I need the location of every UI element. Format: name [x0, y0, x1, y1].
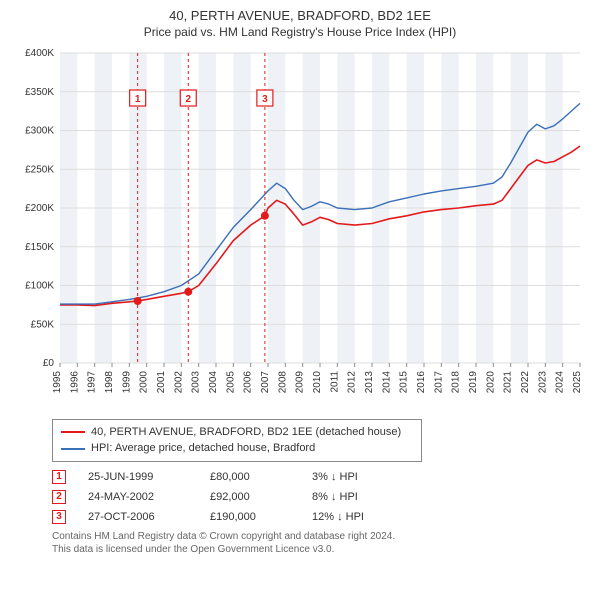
svg-text:£300K: £300K	[25, 125, 54, 136]
legend-swatch	[61, 431, 85, 433]
svg-text:2022: 2022	[520, 370, 531, 393]
svg-text:2001: 2001	[156, 370, 167, 393]
svg-text:2009: 2009	[295, 370, 306, 393]
svg-text:2002: 2002	[173, 370, 184, 393]
legend-label: HPI: Average price, detached house, Brad…	[91, 440, 315, 457]
svg-text:2004: 2004	[208, 370, 219, 393]
chart-plot: £0 £50K £100K £150K £200K £250K £300K £350K £400…	[10, 43, 590, 413]
chart-svg: £0 £50K £100K £150K £200K £250K £300K £350K £400…	[10, 43, 590, 413]
event-pct: 3% ↓ HPI	[312, 471, 402, 483]
svg-text:£150K: £150K	[25, 242, 54, 253]
event-row: 1 25-JUN-1999 £80,000 3% ↓ HPI	[52, 470, 590, 484]
svg-text:£50K: £50K	[31, 319, 55, 330]
event-date: 24-MAY-2002	[88, 491, 188, 503]
svg-text:1996: 1996	[69, 370, 80, 393]
chart-title: 40, PERTH AVENUE, BRADFORD, BD2 1EE	[10, 8, 590, 25]
svg-text:£250K: £250K	[25, 164, 54, 175]
svg-text:2007: 2007	[260, 370, 271, 393]
event-marker: 1	[52, 470, 66, 484]
svg-text:1998: 1998	[104, 370, 115, 393]
legend: 40, PERTH AVENUE, BRADFORD, BD2 1EE (det…	[52, 419, 422, 462]
attribution-line1: Contains HM Land Registry data © Crown c…	[52, 530, 590, 543]
svg-text:1997: 1997	[87, 370, 98, 393]
event-marker: 2	[52, 490, 66, 504]
event-price: £190,000	[210, 511, 290, 523]
event-marker: 3	[52, 510, 66, 524]
svg-text:2016: 2016	[416, 370, 427, 393]
svg-text:£350K: £350K	[25, 87, 54, 98]
attribution-line2: This data is licensed under the Open Gov…	[52, 543, 590, 556]
svg-text:2019: 2019	[468, 370, 479, 393]
event-row: 2 24-MAY-2002 £92,000 8% ↓ HPI	[52, 490, 590, 504]
svg-text:£400K: £400K	[25, 48, 54, 59]
svg-text:2000: 2000	[139, 370, 150, 393]
svg-text:2012: 2012	[347, 370, 358, 393]
chart-subtitle: Price paid vs. HM Land Registry's House …	[10, 25, 590, 39]
chart-container: 40, PERTH AVENUE, BRADFORD, BD2 1EE Pric…	[0, 0, 600, 564]
svg-text:2015: 2015	[399, 370, 410, 393]
svg-text:2005: 2005	[225, 370, 236, 393]
svg-text:2018: 2018	[451, 370, 462, 393]
event-price: £92,000	[210, 491, 290, 503]
event-pct: 8% ↓ HPI	[312, 491, 402, 503]
event-row: 3 27-OCT-2006 £190,000 12% ↓ HPI	[52, 510, 590, 524]
legend-row: HPI: Average price, detached house, Brad…	[61, 440, 413, 457]
svg-text:£200K: £200K	[25, 203, 54, 214]
svg-text:2024: 2024	[555, 370, 566, 393]
event-list: 1 25-JUN-1999 £80,000 3% ↓ HPI 2 24-MAY-2002 £…	[52, 470, 590, 524]
svg-text:1995: 1995	[52, 370, 63, 393]
svg-text:2011: 2011	[329, 370, 340, 392]
legend-label: 40, PERTH AVENUE, BRADFORD, BD2 1EE (det…	[91, 424, 401, 441]
svg-text:2025: 2025	[572, 370, 583, 393]
event-date: 27-OCT-2006	[88, 511, 188, 523]
svg-text:2020: 2020	[485, 370, 496, 393]
svg-text:2013: 2013	[364, 370, 375, 393]
svg-text:2010: 2010	[312, 370, 323, 393]
svg-text:2008: 2008	[277, 370, 288, 393]
svg-text:2006: 2006	[243, 370, 254, 393]
svg-text:2023: 2023	[537, 370, 548, 393]
attribution: Contains HM Land Registry data © Crown c…	[52, 530, 590, 556]
svg-text:2017: 2017	[433, 370, 444, 393]
svg-text:£100K: £100K	[25, 280, 54, 291]
svg-text:£0: £0	[43, 358, 55, 369]
svg-text:1999: 1999	[121, 370, 132, 393]
event-date: 25-JUN-1999	[88, 471, 188, 483]
svg-text:2021: 2021	[503, 370, 514, 393]
svg-text:1: 1	[135, 94, 141, 105]
svg-text:2003: 2003	[191, 370, 202, 393]
svg-text:2: 2	[185, 94, 191, 105]
svg-text:3: 3	[262, 94, 268, 105]
event-pct: 12% ↓ HPI	[312, 511, 402, 523]
legend-row: 40, PERTH AVENUE, BRADFORD, BD2 1EE (det…	[61, 424, 413, 441]
svg-text:2014: 2014	[381, 370, 392, 393]
event-price: £80,000	[210, 471, 290, 483]
legend-swatch	[61, 448, 85, 450]
